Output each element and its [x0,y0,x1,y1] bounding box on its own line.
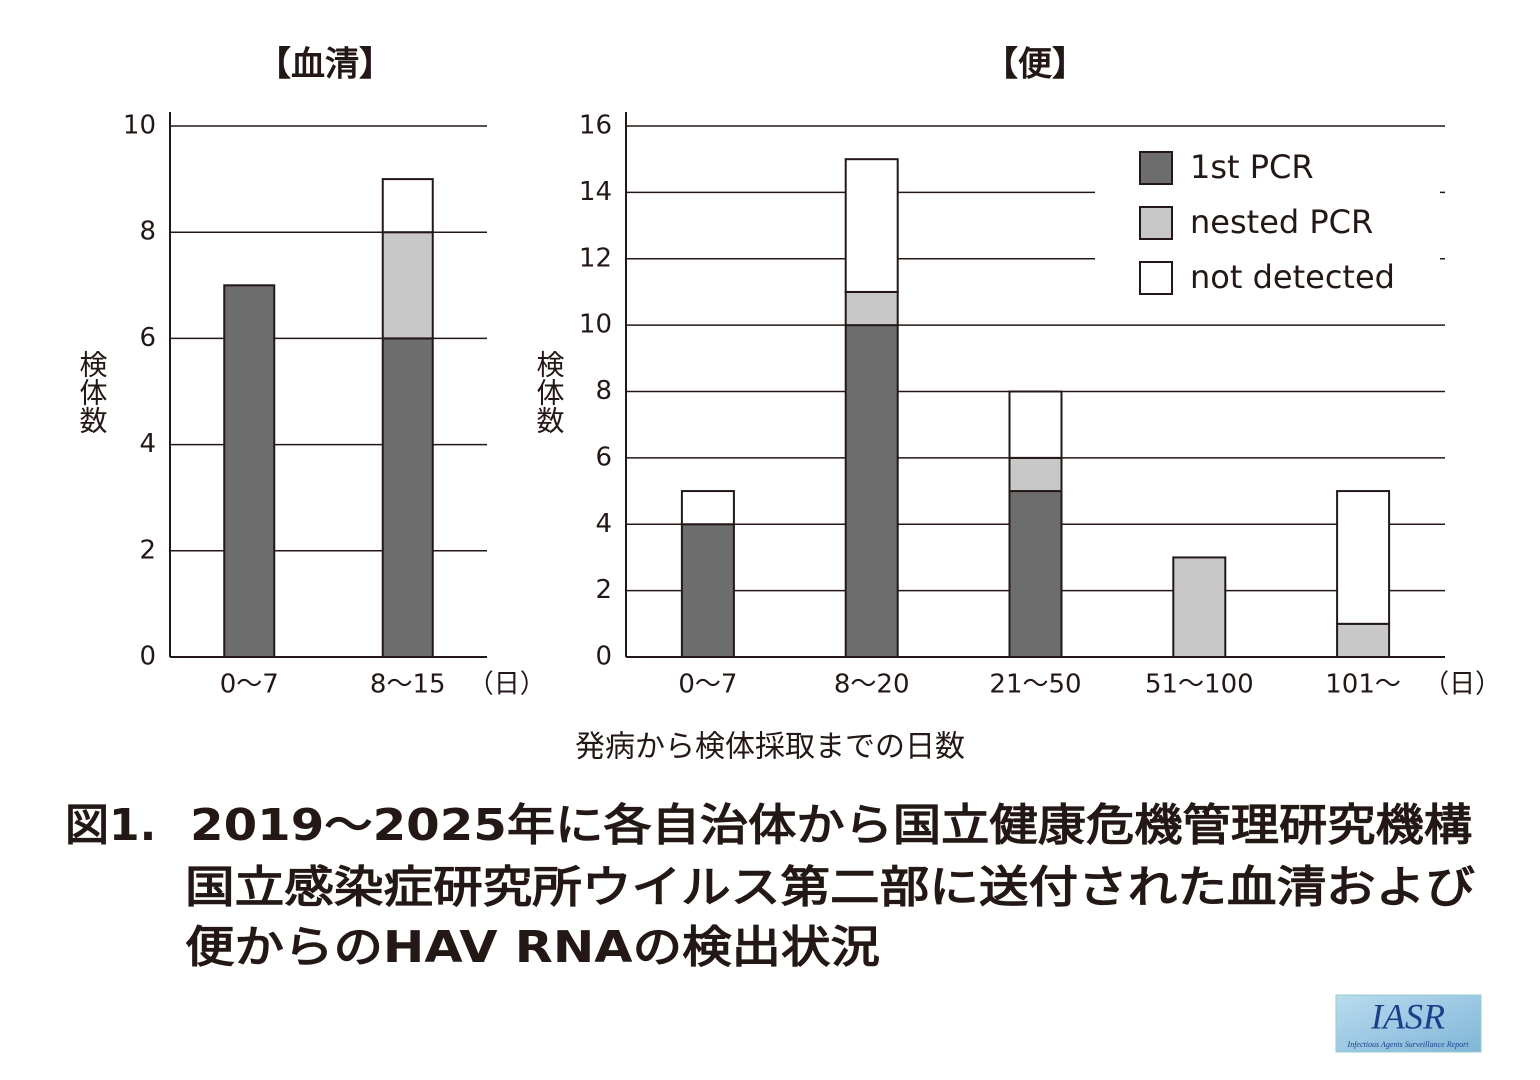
y-tick-label: 6 [595,442,612,472]
bar-segment [381,178,434,234]
bar-segment [1008,456,1063,493]
legend-swatch [1139,206,1173,240]
bar-segment [844,290,899,327]
bar-segment [1008,490,1063,658]
chart-title: 【血清】 [257,45,393,85]
caption-line: 国立感染症研究所ウイルス第二部に送付された血清および [185,862,1475,913]
legend-label: nested PCR [1190,203,1373,241]
y-tick-label: 10 [579,310,612,340]
bar-segment [844,324,899,658]
bar-segment [1172,556,1227,658]
bar-segment [680,523,735,658]
y-tick-label: 6 [139,323,156,353]
y-tick-label: 10 [123,111,156,141]
y-tick-label: 0 [139,642,156,672]
bar-segment [680,490,735,526]
legend-label: 1st PCR [1190,148,1314,186]
y-tick-label: 8 [595,376,612,406]
legend-label: not detected [1190,258,1395,296]
x-tick-label: 0〜7 [220,670,279,700]
y-tick-label: 4 [595,509,612,539]
x-unit-label: （日） [468,670,546,700]
caption-line: 便からのHAV RNAの検出状況 [185,922,880,973]
bar-segment [844,158,899,293]
y-tick-label: 14 [579,177,612,207]
y-tick-label: 2 [139,535,156,565]
caption-label: 図1. [65,800,156,851]
y-tick-label: 12 [579,243,612,273]
y-tick-label: 4 [139,429,156,459]
y-tick-label: 16 [579,111,612,141]
y-axis-label: 検体数 [76,350,109,434]
caption-line: 2019〜2025年に各自治体から国立健康危機管理研究機構 [190,800,1472,851]
x-tick-label: 0〜7 [678,670,737,700]
legend-swatch [1139,151,1173,185]
y-tick-label: 8 [139,217,156,247]
logo-title: IASR [1370,996,1445,1036]
x-tick-label: 51〜100 [1145,670,1254,700]
bar-segment [381,337,434,658]
x-unit-label: （日） [1423,670,1501,700]
bar-segment [1008,390,1063,459]
x-axis-label: 発病から検体採取までの日数 [575,730,965,765]
logo-box [1335,994,1482,1053]
y-axis-label: 検体数 [533,350,566,434]
legend-swatch [1139,261,1173,295]
y-tick-label: 2 [595,575,612,605]
bar-segment [223,284,276,658]
bar-segment [1336,490,1391,625]
chart-title: 【便】 [984,45,1086,85]
x-tick-label: 8〜15 [370,670,446,700]
x-tick-label: 8〜20 [834,670,910,700]
bar-segment [1336,622,1391,658]
bar-segment [381,231,434,340]
logo-subtitle: Infectious Agents Surveillance Report [1347,1040,1470,1049]
x-tick-label: 21〜50 [989,670,1081,700]
x-tick-label: 101〜 [1325,670,1401,700]
y-tick-label: 0 [595,642,612,672]
